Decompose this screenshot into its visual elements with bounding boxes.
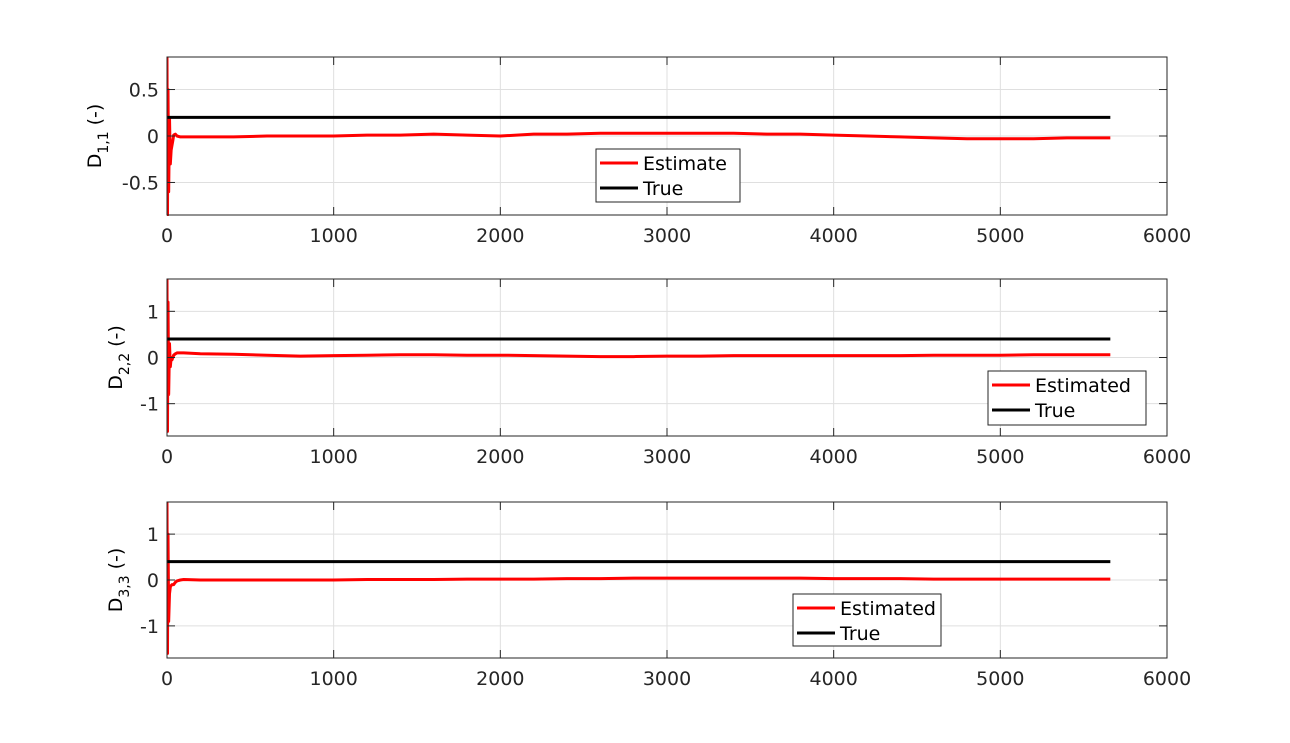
y-axis-label-unit: (-) [84,104,106,126]
x-tick-label: 6000 [1143,668,1191,690]
x-tick-label: 0 [161,225,173,247]
x-tick-label: 0 [161,446,173,468]
y-axis-label-subscript: 2,2 [117,353,133,375]
y-axis-label: D3,3 (-) [105,548,133,613]
x-tick-label: 3000 [643,668,691,690]
y-axis-label: D2,2 (-) [105,325,133,390]
x-tick-label: 2000 [476,225,524,247]
x-tick-label: 3000 [643,225,691,247]
subplot-1: 0 1000 2000 3000 4000 5000 6000 -0.5 0 0.5 D1,1 (-)… [84,56,1191,247]
legend-label-estimated: Estimated [840,598,936,620]
y-axis-label-base: D [105,375,127,390]
legend-box [987,370,1147,426]
y-tick-label: 1 [147,301,159,323]
y-axis-label-subscript: 3,3 [117,575,133,597]
y-axis-label-unit: (-) [105,325,127,347]
y-axis-label: D1,1 (-) [84,104,112,169]
y-axis-label-subscript: 1,1 [96,131,112,153]
y-tick-label: 0.5 [129,80,159,102]
x-tick-label: 1000 [309,446,357,468]
x-tick-label: 2000 [476,668,524,690]
legend-box [792,593,942,647]
subplot-2: 0 1000 2000 3000 4000 5000 6000 -1 0 1 D2,2 (-) Esti… [105,278,1191,468]
y-tick-label: 1 [147,524,159,546]
y-tick-label: 0 [147,570,159,592]
x-tick-label: 1000 [309,225,357,247]
series-line-estimate [167,56,1111,216]
y-axis-label-base: D [84,154,106,169]
y-axis-label-unit: (-) [105,548,127,570]
x-tick-label: 2000 [476,446,524,468]
x-tick-label: 4000 [809,668,857,690]
legend-label-estimate: Estimate [643,153,727,175]
y-axis-label-base: D [105,598,127,613]
x-tick-label: 5000 [976,446,1024,468]
x-tick-label: 5000 [976,668,1024,690]
x-tick-label: 4000 [809,225,857,247]
legend-box [595,148,741,203]
x-tick-label: 3000 [643,446,691,468]
legend-label-true: True [839,623,880,645]
legend: Estimated True [987,370,1147,426]
legend: Estimated True [792,593,942,647]
series-line-estimated [167,278,1111,433]
y-tick-label: 0 [147,126,159,148]
x-tick-label: 1000 [309,668,357,690]
series-line-estimated [167,501,1111,655]
legend: Estimate True [595,148,741,203]
x-tick-label: 5000 [976,225,1024,247]
x-tick-label: 4000 [809,446,857,468]
legend-label-true: True [642,178,683,200]
legend-label-estimated: Estimated [1035,375,1131,397]
legend-label-true: True [1034,400,1075,422]
x-tick-label: 6000 [1143,225,1191,247]
y-tick-label: -0.5 [122,172,159,194]
y-tick-label: -1 [140,616,159,638]
y-tick-label: 0 [147,348,159,370]
y-tick-label: -1 [140,394,159,416]
x-tick-label: 0 [161,668,173,690]
subplot-3: 0 1000 2000 3000 4000 5000 6000 -1 0 1 D3,3 (-) Esti… [105,501,1191,690]
x-tick-label: 6000 [1143,446,1191,468]
